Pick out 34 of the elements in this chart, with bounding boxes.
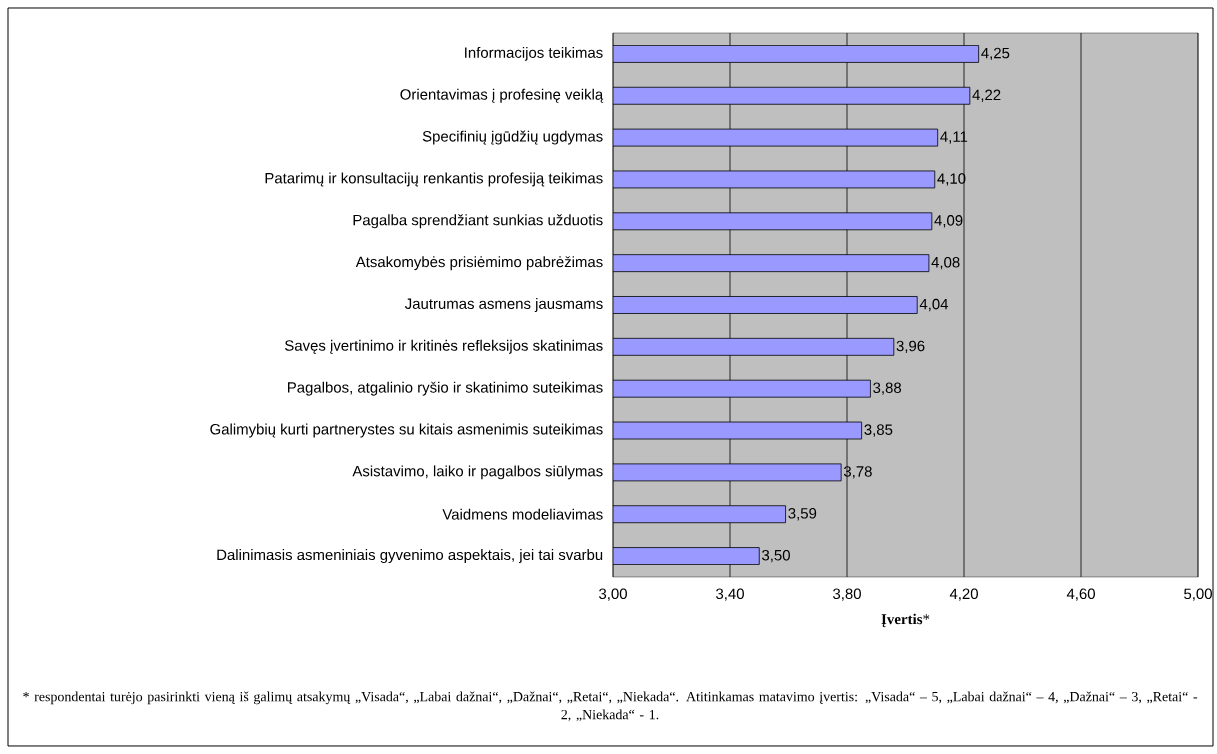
y-tick-label: Jautrumas asmens jausmams	[404, 298, 603, 312]
y-tick-label: Informacijos teikimas	[465, 46, 603, 61]
y-tick-label: Savęs įvertinimo ir kritinės refleksijos skatinimas	[285, 339, 603, 354]
y-tick-label: Orientavimas į profesinę veiklą	[400, 88, 604, 103]
y-tick-label: Pagalbos, atgalinio ryšio ir skatinimo suteikimas	[288, 381, 603, 396]
data-label: 4,08	[931, 256, 960, 270]
y-tick-label: Asistavimo, laiko ir pagalbos siūlymas	[352, 465, 603, 480]
y-tick-label: Pagalba sprendžiant sunkias užduotis	[353, 214, 603, 229]
x-tick-label: 4,60	[1066, 588, 1095, 601]
y-tick-label: Galimybių kurti partnerystes su kitais asmenimis suteikimas	[210, 423, 603, 438]
y-tick-label: Patarimų ir konsultacijų renkantis profesiją teikimas	[265, 172, 603, 187]
data-label: 4,11	[940, 131, 968, 144]
y-tick-label: Atsakomybės prisiėmimo pabrėžimas	[355, 256, 603, 271]
data-label: 3,78	[843, 466, 872, 479]
x-tick-label: 3,40	[716, 588, 744, 601]
x-tick-label: 5,00	[1184, 588, 1212, 601]
x-axis-title: Įvertis*	[881, 613, 930, 628]
x-tick-label: 3,80	[833, 588, 861, 601]
data-label: 3,50	[762, 549, 790, 563]
x-tick-label: 3,00	[599, 588, 627, 601]
data-label: 3,85	[864, 424, 893, 437]
data-label: 4,25	[981, 47, 1010, 61]
y-tick-label: Vaidmens modeliavimas	[442, 508, 603, 520]
data-label: 4,10	[937, 173, 966, 186]
y-tick-label: Dalinimasis asmeniniais gyvenimo aspektais, jei tai svarbu	[217, 549, 603, 564]
data-label: 3,59	[788, 508, 817, 521]
data-label: 3,88	[873, 382, 902, 395]
data-label: 4,04	[919, 298, 949, 312]
data-label: 4,22	[972, 89, 1001, 102]
text: * respondentai turėjo pasirinkti vieną iš galimų atsakymų „Visada“, „Labai dažnai“, „Dažnai“, „Retai“, „Niekada“. Atitinkamas matavimo įvertis: „Visada“ – 5, „Labai dažnai“ – 4, „Dažnai“ – 3, „Retai“ - 2, „Niekada“ - 1.	[23, 691, 1198, 722]
data-label: 4,09	[934, 215, 963, 228]
x-tick-label: 4,20	[949, 588, 978, 601]
y-tick-label: Specifinių įgūdžių ugdymas	[422, 130, 603, 145]
data-label: 3,96	[896, 340, 925, 353]
